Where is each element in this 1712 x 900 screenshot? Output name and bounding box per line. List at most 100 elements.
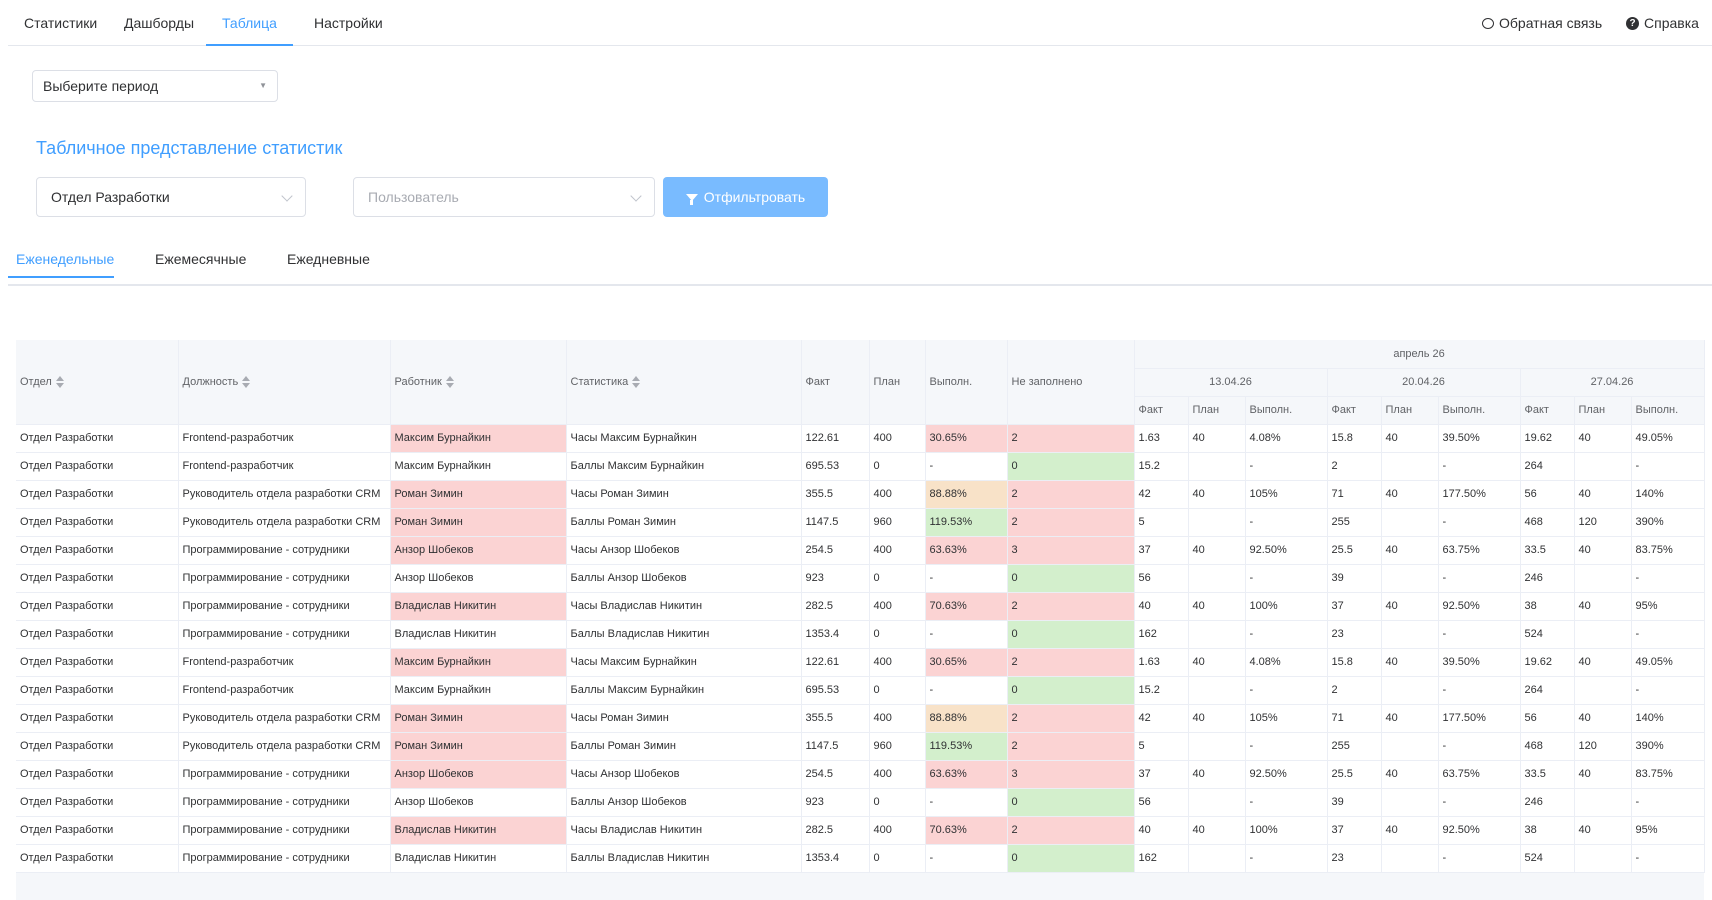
cell-week-fact: 39	[1327, 788, 1382, 817]
cell-week-fact: 39	[1327, 564, 1382, 593]
table-row[interactable]: Отдел Разработки Руководитель отдела разр…	[16, 732, 1705, 761]
cell-week-plan	[1188, 620, 1246, 649]
header-week-fact: Факт	[1520, 396, 1575, 425]
period-select[interactable]: Выберите период ▼	[32, 70, 278, 102]
cell-week-plan: 40	[1381, 816, 1439, 845]
cell-week-fact: 71	[1327, 704, 1382, 733]
table-row[interactable]: Отдел Разработки Программирование - сотру…	[16, 816, 1705, 845]
user-select[interactable]: Пользователь	[353, 177, 655, 217]
cell-week-perf: 63.75%	[1438, 536, 1521, 565]
nav-item-dashboards[interactable]: Дашборды	[124, 15, 194, 31]
table-row[interactable]: Отдел Разработки Программирование - сотру…	[16, 564, 1705, 593]
cell-week-perf: -	[1245, 564, 1328, 593]
header-week-fact: Факт	[1327, 396, 1382, 425]
cell-fact: 695.53	[801, 452, 870, 481]
nav-item-settings[interactable]: Настройки	[314, 15, 383, 31]
department-select[interactable]: Отдел Разработки	[36, 177, 306, 217]
cell-week-plan	[1381, 564, 1439, 593]
question-icon: ?	[1626, 16, 1639, 30]
cell-unfilled: 0	[1007, 788, 1135, 817]
nav-item-table[interactable]: Таблица	[206, 0, 293, 46]
table-row[interactable]: Отдел Разработки Руководитель отдела разр…	[16, 704, 1705, 733]
cell-week-plan	[1574, 844, 1632, 873]
cell-week-fact: 19.62	[1520, 424, 1575, 453]
cell-week-fact: 2	[1327, 452, 1382, 481]
cell-worker: Владислав Никитин	[390, 816, 567, 845]
table-row[interactable]: Отдел Разработки Программирование - сотру…	[16, 536, 1705, 565]
cell-week-plan: 40	[1574, 704, 1632, 733]
cell-perf: 119.53%	[925, 732, 1008, 761]
header-position[interactable]: Должность	[178, 340, 391, 425]
cell-week-perf: 63.75%	[1438, 760, 1521, 789]
cell-stat: Баллы Роман Зимин	[566, 732, 802, 761]
sort-icon	[632, 375, 641, 388]
cell-week-perf: -	[1438, 732, 1521, 761]
help-link[interactable]: ? Справка	[1626, 0, 1699, 46]
table-row[interactable]: Отдел Разработки Программирование - сотру…	[16, 620, 1705, 649]
cell-fact: 695.53	[801, 676, 870, 705]
header-unfilled: Не заполнено	[1007, 340, 1135, 425]
cell-unfilled: 0	[1007, 564, 1135, 593]
top-nav: Статистики Дашборды Таблица Настройки Об…	[8, 0, 1712, 46]
cell-plan: 0	[869, 788, 926, 817]
filter-button[interactable]: Отфильтровать	[663, 177, 828, 217]
cell-fact: 254.5	[801, 760, 870, 789]
cell-position: Программирование - сотрудники	[178, 816, 391, 845]
cell-position: Руководитель отдела разработки CRM	[178, 480, 391, 509]
cell-week-plan: 40	[1381, 424, 1439, 453]
cell-worker: Роман Зимин	[390, 732, 567, 761]
tab-weekly[interactable]: Еженедельные	[16, 251, 115, 267]
cell-position: Руководитель отдела разработки CRM	[178, 704, 391, 733]
cell-perf: 30.65%	[925, 648, 1008, 677]
table-row[interactable]: Отдел Разработки Программирование - сотру…	[16, 788, 1705, 817]
table-row[interactable]: Отдел Разработки Frontend-разработчик Макс…	[16, 452, 1705, 481]
table-row[interactable]: Отдел Разработки Frontend-разработчик Макс…	[16, 676, 1705, 705]
cell-week-perf: -	[1245, 676, 1328, 705]
cell-week-plan	[1574, 676, 1632, 705]
header-worker[interactable]: Работник	[390, 340, 567, 425]
cell-week-perf: 100%	[1245, 592, 1328, 621]
cell-week-perf: 100%	[1245, 816, 1328, 845]
cell-fact: 254.5	[801, 536, 870, 565]
cell-week-fact: 5	[1134, 732, 1189, 761]
cell-week-perf: -	[1631, 844, 1705, 873]
cell-perf: 63.63%	[925, 536, 1008, 565]
cell-week-fact: 246	[1520, 788, 1575, 817]
cell-dept: Отдел Разработки	[16, 676, 179, 705]
cell-unfilled: 2	[1007, 592, 1135, 621]
table-row[interactable]: Отдел Разработки Frontend-разработчик Макс…	[16, 648, 1705, 677]
nav-item-statistics[interactable]: Статистики	[24, 15, 98, 31]
cell-week-plan	[1381, 508, 1439, 537]
table-row[interactable]: Отдел Разработки Программирование - сотру…	[16, 760, 1705, 789]
cell-week-plan: 120	[1574, 508, 1632, 537]
cell-dept: Отдел Разработки	[16, 844, 179, 873]
cell-week-plan: 40	[1188, 424, 1246, 453]
department-select-value: Отдел Разработки	[51, 189, 170, 205]
cell-unfilled: 2	[1007, 732, 1135, 761]
cell-week-fact: 15.2	[1134, 676, 1189, 705]
tab-monthly[interactable]: Ежемесячные	[155, 251, 247, 267]
cell-fact: 282.5	[801, 816, 870, 845]
table-row[interactable]: Отдел Разработки Программирование - сотру…	[16, 844, 1705, 873]
header-stat[interactable]: Статистика	[566, 340, 802, 425]
tab-daily[interactable]: Ежедневные	[287, 251, 370, 267]
cell-week-plan: 40	[1381, 648, 1439, 677]
cell-stat: Часы Владислав Никитин	[566, 816, 802, 845]
cell-week-plan	[1381, 732, 1439, 761]
cell-week-perf: 95%	[1631, 592, 1705, 621]
feedback-link[interactable]: Обратная связь	[1482, 0, 1602, 46]
cell-week-perf: 83.75%	[1631, 760, 1705, 789]
table-row[interactable]: Отдел Разработки Руководитель отдела разр…	[16, 508, 1705, 537]
cell-week-perf: -	[1438, 676, 1521, 705]
cell-dept: Отдел Разработки	[16, 620, 179, 649]
user-select-placeholder: Пользователь	[368, 189, 459, 205]
table-row[interactable]: Отдел Разработки Руководитель отдела разр…	[16, 480, 1705, 509]
header-dept[interactable]: Отдел	[16, 340, 179, 425]
cell-week-fact: 264	[1520, 676, 1575, 705]
cell-worker: Владислав Никитин	[390, 620, 567, 649]
cell-perf: 70.63%	[925, 816, 1008, 845]
table-row[interactable]: Отдел Разработки Frontend-разработчик Макс…	[16, 424, 1705, 453]
cell-week-perf: 39.50%	[1438, 648, 1521, 677]
sort-icon	[55, 375, 64, 388]
table-row[interactable]: Отдел Разработки Программирование - сотру…	[16, 592, 1705, 621]
